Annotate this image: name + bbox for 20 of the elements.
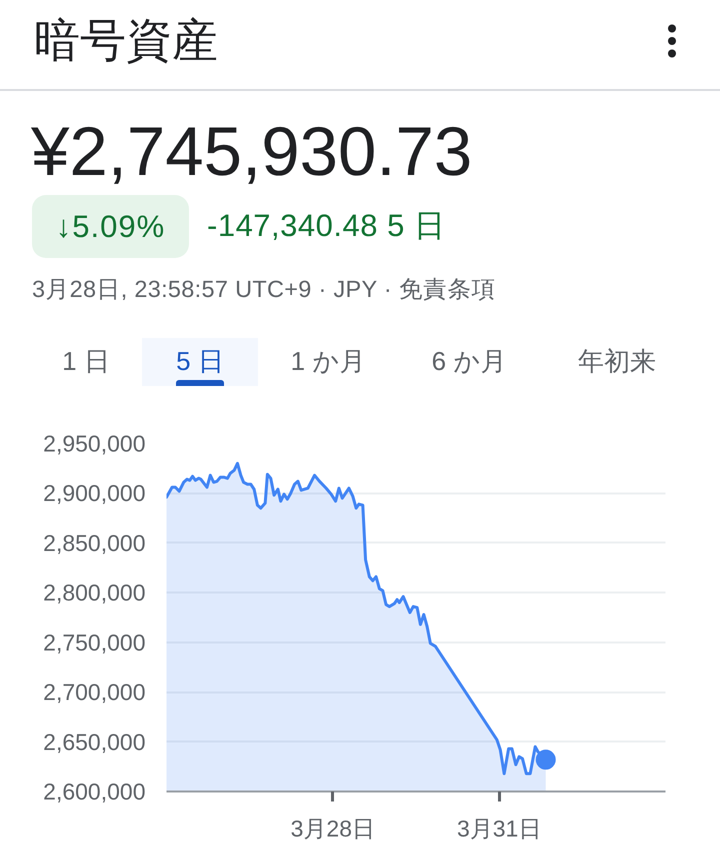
y-tick-label: 2,900,000 xyxy=(43,480,146,506)
text: 6 か月 xyxy=(430,346,508,376)
text: 1 か月 xyxy=(290,346,366,376)
x-tick-label: 3月31日 xyxy=(456,816,542,842)
text: 1 日 xyxy=(61,346,111,376)
x-tick-label: 3月28日 xyxy=(290,816,376,842)
text: 年初来 xyxy=(577,346,657,376)
text: -147,340.48 5 日 xyxy=(207,208,446,243)
y-tick-label: 2,850,000 xyxy=(43,530,146,556)
text: 3月28日, 23:58:57 UTC+9 · JPY · 免責条項 xyxy=(32,276,496,302)
y-tick-label: 2,600,000 xyxy=(43,778,146,804)
y-tick-label: 2,750,000 xyxy=(43,629,146,656)
chart-subtitle: ¥2,745,930.73 xyxy=(31,113,472,190)
y-tick-label: 2,950,000 xyxy=(43,430,146,456)
chart-title: 暗号資産 xyxy=(34,14,218,66)
y-tick-label: 2,700,000 xyxy=(43,679,146,706)
text: 5 日 xyxy=(175,346,225,376)
y-tick-label: 2,800,000 xyxy=(43,580,146,606)
y-tick-label: 2,650,000 xyxy=(43,728,146,755)
change-chip: ↓5.09% xyxy=(32,195,189,258)
